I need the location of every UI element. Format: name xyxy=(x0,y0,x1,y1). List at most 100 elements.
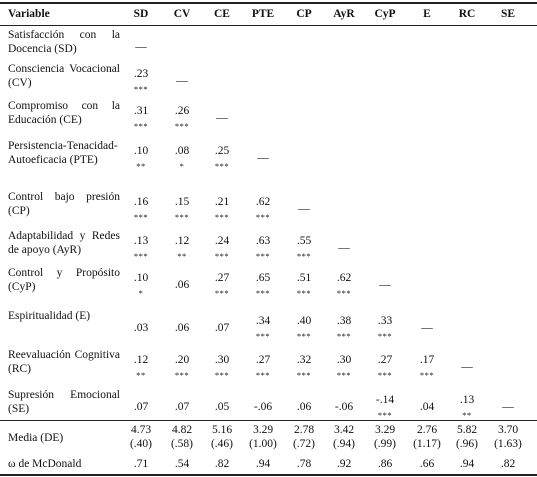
mean-value: 3.70 xyxy=(497,424,519,436)
sd-value: (.40) xyxy=(129,438,153,450)
cell-value: — xyxy=(421,322,433,334)
significance-stars: *** xyxy=(377,331,393,341)
cell-value: .24 xyxy=(214,235,230,247)
sd-value: (.96) xyxy=(455,438,479,450)
header-ayr: AyR xyxy=(333,8,355,20)
cell-value: .34 xyxy=(255,315,271,327)
cell-value: .27 xyxy=(377,354,393,366)
cell-value: .55 xyxy=(296,235,312,247)
significance-stars: *** xyxy=(214,251,230,261)
significance-stars: *** xyxy=(336,288,352,298)
row-label: Reevaluación Cognitiva (RC) xyxy=(8,349,120,375)
header-cyp: CyP xyxy=(374,8,396,20)
cell-value: .21 xyxy=(214,196,230,208)
cell-value: .62 xyxy=(336,272,352,284)
mean-value: 5.82 xyxy=(456,424,478,436)
significance-stars: *** xyxy=(133,121,149,131)
row-label: Control y Propósito (CyP) xyxy=(8,267,120,293)
cell-value: — xyxy=(338,242,350,254)
significance-stars: *** xyxy=(174,212,190,222)
cell-value: .32 xyxy=(296,354,312,366)
cell-value: .26 xyxy=(174,105,190,117)
cell-value: .08 xyxy=(174,145,190,157)
row-label: Control bajo presión (CP) xyxy=(8,191,120,217)
cell-value: .07 xyxy=(133,401,149,413)
significance-stars: *** xyxy=(255,251,271,261)
cell-value: .15 xyxy=(174,196,190,208)
sd-value: (.58) xyxy=(170,438,194,450)
header-cp: CP xyxy=(296,8,312,20)
significance-stars: ** xyxy=(136,370,146,380)
omega-value: .86 xyxy=(377,458,393,470)
mean-value: 3.29 xyxy=(374,424,396,436)
sd-value: (1.63) xyxy=(494,438,522,450)
cell-value: .13 xyxy=(459,394,475,406)
omega-row-label: ω de McDonald xyxy=(8,458,82,470)
cell-value: — xyxy=(461,361,473,373)
mean-value: 4.82 xyxy=(171,424,193,436)
cell-value: — xyxy=(379,279,391,291)
cell-value: .62 xyxy=(255,196,271,208)
cell-value: .27 xyxy=(255,354,271,366)
significance-stars: *** xyxy=(133,84,149,94)
cell-value: .12 xyxy=(174,235,190,247)
cell-value: .38 xyxy=(336,315,352,327)
significance-stars: *** xyxy=(214,288,230,298)
significance-stars: *** xyxy=(255,370,271,380)
sd-value: (1.17) xyxy=(413,438,441,450)
cell-value: — xyxy=(502,401,514,413)
cell-value: .17 xyxy=(419,354,435,366)
significance-stars: *** xyxy=(133,212,149,222)
significance-stars: *** xyxy=(133,251,149,261)
significance-stars: * xyxy=(138,288,144,298)
header-ce: CE xyxy=(214,8,230,20)
header-variable: Variable xyxy=(8,8,50,20)
sd-value: (.99) xyxy=(373,438,397,450)
omega-value: .82 xyxy=(214,458,230,470)
cell-value: .27 xyxy=(214,272,230,284)
cell-value: .51 xyxy=(296,272,312,284)
cell-value: .06 xyxy=(174,279,190,291)
omega-value: .94 xyxy=(255,458,271,470)
cell-value: .30 xyxy=(336,354,352,366)
omega-value: .78 xyxy=(296,458,312,470)
significance-stars: *** xyxy=(214,161,230,171)
significance-stars: *** xyxy=(419,370,435,380)
cell-value: .30 xyxy=(214,354,230,366)
sd-value: (.72) xyxy=(292,438,316,450)
header-e: E xyxy=(423,8,431,20)
cell-value: .65 xyxy=(255,272,271,284)
cell-value: — xyxy=(298,203,310,215)
header-pte: PTE xyxy=(251,8,275,20)
cell-value: .25 xyxy=(214,145,230,157)
means-rule xyxy=(0,420,537,421)
omega-value: .94 xyxy=(459,458,475,470)
cell-value: .07 xyxy=(174,401,190,413)
significance-stars: *** xyxy=(214,212,230,222)
cell-value: — xyxy=(257,152,269,164)
bottom-rule xyxy=(0,474,537,476)
significance-stars: *** xyxy=(174,121,190,131)
row-label: Adaptabilidad y Redes de apoyo (AyR) xyxy=(8,230,120,256)
significance-stars: *** xyxy=(336,370,352,380)
omega-value: .54 xyxy=(174,458,190,470)
significance-stars: *** xyxy=(255,288,271,298)
significance-stars: *** xyxy=(214,370,230,380)
cell-value: .06 xyxy=(296,401,312,413)
header-cv: CV xyxy=(173,8,191,20)
row-label: Espiritualidad (E) xyxy=(8,310,91,322)
omega-value: .71 xyxy=(133,458,149,470)
cell-value: .16 xyxy=(133,196,149,208)
significance-stars: *** xyxy=(377,370,393,380)
header-rule xyxy=(0,25,537,26)
header-se: SE xyxy=(500,8,516,20)
row-label: Supresión Emocional (SE) xyxy=(8,389,120,415)
significance-stars: *** xyxy=(296,288,312,298)
row-label: Persistencia-Tenacidad-Autoeficacia (PTE… xyxy=(8,140,118,166)
mean-value: 2.78 xyxy=(293,424,315,436)
means-row-label: Media (DE) xyxy=(8,432,64,444)
row-label: Compromiso con la Educación (CE) xyxy=(8,100,120,126)
mean-value: 3.42 xyxy=(333,424,355,436)
cell-value: .31 xyxy=(133,105,149,117)
